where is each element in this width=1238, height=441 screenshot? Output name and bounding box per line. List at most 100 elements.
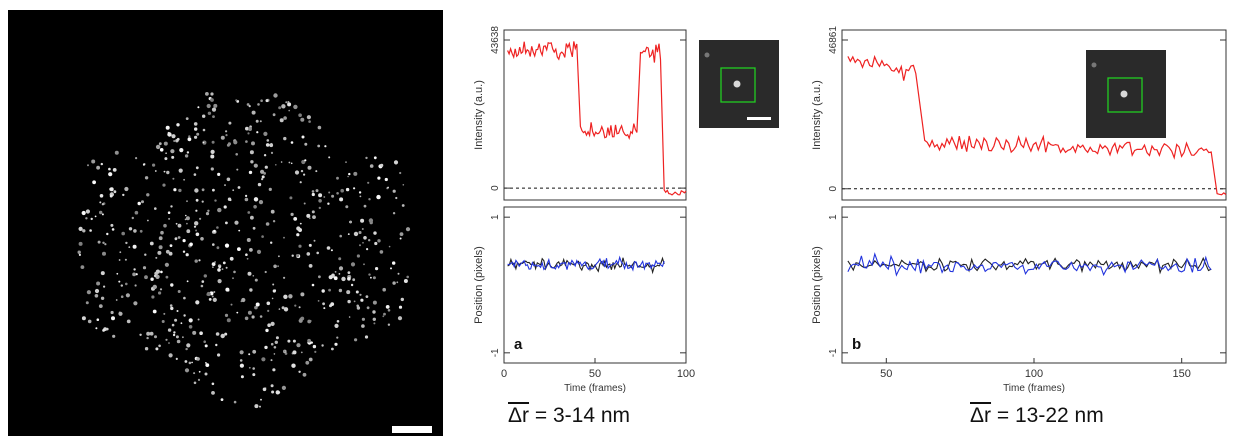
spot xyxy=(330,249,333,252)
spot xyxy=(183,296,186,300)
spot xyxy=(352,278,356,282)
spot xyxy=(222,261,226,265)
spot xyxy=(146,331,151,336)
spot xyxy=(203,274,207,278)
spot xyxy=(179,148,184,153)
spot xyxy=(274,340,278,344)
spot xyxy=(260,169,265,174)
spot xyxy=(247,271,252,276)
spot xyxy=(288,161,291,164)
spot xyxy=(173,188,177,192)
spot xyxy=(379,250,384,254)
spot xyxy=(142,163,145,166)
panel-letter: b xyxy=(852,336,861,353)
position-xlabel: Time (frames) xyxy=(564,383,626,394)
spot xyxy=(259,405,261,408)
spot xyxy=(198,370,201,373)
spot xyxy=(311,210,315,214)
position-ytick-label: 1 xyxy=(490,214,501,220)
spot xyxy=(200,284,204,288)
spot xyxy=(193,381,197,385)
spot xyxy=(197,318,200,321)
spot xyxy=(356,306,361,310)
spot xyxy=(300,117,305,122)
spot xyxy=(248,105,251,108)
position-ytick-label: 1 xyxy=(828,214,839,220)
spot xyxy=(257,103,260,106)
spot xyxy=(272,220,276,223)
spot xyxy=(225,266,228,269)
spot xyxy=(331,347,334,351)
spot xyxy=(217,207,222,213)
spot xyxy=(368,239,371,242)
spot xyxy=(176,339,181,344)
spot xyxy=(359,195,362,198)
spot xyxy=(275,336,279,340)
spot xyxy=(85,217,88,220)
spot xyxy=(251,110,256,115)
spot xyxy=(350,221,352,223)
spot xyxy=(306,252,311,256)
spot xyxy=(108,167,111,171)
spot xyxy=(121,231,125,236)
spot xyxy=(403,279,408,283)
spot xyxy=(303,173,306,176)
spot xyxy=(387,186,389,189)
spot xyxy=(298,113,302,117)
spot xyxy=(399,237,402,240)
spot xyxy=(168,353,173,358)
spot xyxy=(261,175,265,179)
spot xyxy=(293,104,298,110)
spot xyxy=(152,163,156,167)
spot xyxy=(225,221,228,225)
spot xyxy=(149,331,154,336)
spot xyxy=(298,306,301,309)
spot xyxy=(270,209,275,214)
spot xyxy=(233,140,238,145)
spot xyxy=(301,159,306,165)
spot xyxy=(235,99,238,102)
spot xyxy=(226,318,231,323)
spot xyxy=(163,223,167,228)
spot xyxy=(126,319,131,324)
spot xyxy=(216,246,220,250)
spot xyxy=(162,183,166,187)
inset-image xyxy=(699,40,779,128)
spot xyxy=(152,309,157,314)
spot xyxy=(283,136,287,141)
spot xyxy=(363,263,365,266)
spot xyxy=(165,338,168,341)
spot xyxy=(164,262,169,267)
spot xyxy=(266,139,270,142)
spot xyxy=(259,120,262,123)
inset-roi-box xyxy=(720,67,756,103)
spot xyxy=(194,259,198,263)
spot xyxy=(296,226,301,231)
spot xyxy=(287,102,292,107)
spot xyxy=(400,297,404,302)
spot xyxy=(216,226,219,229)
spot xyxy=(185,216,190,221)
spot xyxy=(292,339,296,343)
spot xyxy=(358,231,362,234)
spot xyxy=(306,115,311,120)
spot xyxy=(158,291,162,295)
position-xtick-label: 0 xyxy=(501,368,507,380)
intensity-series-0 xyxy=(507,41,687,196)
spot xyxy=(85,209,90,214)
spot xyxy=(250,160,254,164)
spot xyxy=(252,367,255,370)
spot xyxy=(201,280,205,283)
spot xyxy=(275,390,280,395)
intensity-ytick-label: 0 xyxy=(828,186,839,192)
spot xyxy=(401,204,405,207)
micrograph-scale-bar xyxy=(392,426,432,433)
spot xyxy=(193,122,198,126)
spot xyxy=(151,295,155,299)
inset-spot xyxy=(733,80,741,88)
spot xyxy=(122,193,125,197)
spot xyxy=(253,163,258,168)
spot xyxy=(115,299,118,301)
spot xyxy=(338,288,343,293)
spot xyxy=(253,205,257,209)
